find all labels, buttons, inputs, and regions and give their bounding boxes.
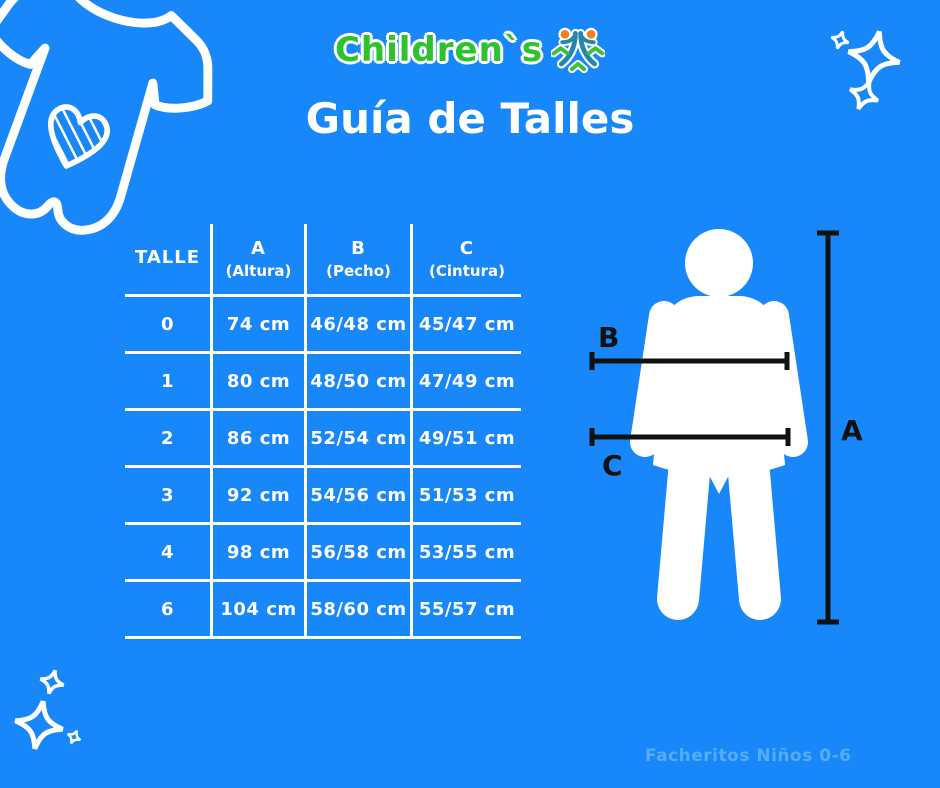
chest-label: B (598, 321, 619, 354)
sparkles-top-right-icon (830, 30, 901, 111)
measure-line-waist (589, 428, 791, 446)
size-cell: 47/49 cm (413, 354, 521, 411)
child-figure-diagram: B C A (589, 229, 863, 625)
onesie-outline (0, 0, 213, 235)
measure-line-height (817, 230, 839, 625)
size-cell: 98 cm (213, 525, 307, 582)
size-cell: 54/56 cm (307, 468, 413, 525)
size-cell: 53/55 cm (413, 525, 521, 582)
size-cell: 86 cm (213, 411, 307, 468)
waist-label: C (602, 449, 623, 482)
size-cell: 6 (125, 582, 213, 639)
size-cell: 58/60 cm (307, 582, 413, 639)
brand-logo-icon (551, 27, 606, 74)
size-cell: 92 cm (213, 468, 307, 525)
size-cell: 2 (125, 411, 213, 468)
brand-logo-text: Children`s (334, 30, 544, 70)
sparkles-bottom-left-icon (14, 669, 82, 750)
size-cell: 80 cm (213, 354, 307, 411)
onesie-icon (0, 0, 247, 291)
height-label: A (841, 414, 863, 447)
size-cell: 0 (125, 297, 213, 354)
child-silhouette-limbs (630, 301, 808, 620)
size-cell: 55/57 cm (413, 582, 521, 639)
page-title: Guía de Talles (305, 94, 635, 143)
brand-logo: Children`s (0, 24, 940, 76)
size-cell: 104 cm (213, 582, 307, 639)
heart-icon (48, 104, 110, 169)
header-cell-altura: A (Altura) (213, 224, 307, 297)
size-cell: 49/51 cm (413, 411, 521, 468)
header-cell-talle: TALLE (125, 224, 213, 297)
size-table: TALLE A (Altura) B (Pecho) C (Cintura) 0… (125, 224, 521, 639)
size-cell: 1 (125, 354, 213, 411)
size-cell: 4 (125, 525, 213, 582)
footer-brand-text: Facheritos Niños 0-6 (645, 746, 852, 766)
size-cell: 45/47 cm (413, 297, 521, 354)
size-cell: 48/50 cm (307, 354, 413, 411)
size-cell: 46/48 cm (307, 297, 413, 354)
size-cell: 74 cm (213, 297, 307, 354)
size-cell: 3 (125, 468, 213, 525)
size-cell: 56/58 cm (307, 525, 413, 582)
header-cell-cintura: C (Cintura) (413, 224, 521, 297)
header-cell-pecho: B (Pecho) (307, 224, 413, 297)
size-cell: 51/53 cm (413, 468, 521, 525)
measure-line-chest (589, 352, 790, 370)
size-cell: 52/54 cm (307, 411, 413, 468)
